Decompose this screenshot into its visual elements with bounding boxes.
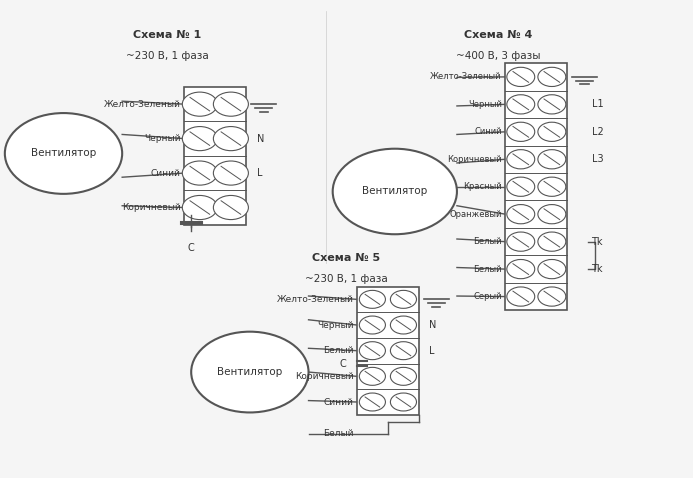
Text: C: C (340, 358, 346, 369)
Text: Белый: Белый (323, 346, 353, 355)
Text: N: N (430, 320, 437, 330)
Text: Коричневый: Коричневый (122, 203, 181, 212)
Text: L: L (257, 168, 262, 178)
Circle shape (507, 67, 535, 87)
Circle shape (538, 150, 565, 169)
Text: Белый: Белый (323, 429, 353, 438)
Text: Вентилятор: Вентилятор (31, 149, 96, 159)
Circle shape (538, 287, 565, 306)
Circle shape (390, 368, 416, 385)
Circle shape (333, 149, 457, 234)
Text: ~400 В, 3 фазы: ~400 В, 3 фазы (456, 51, 541, 61)
Circle shape (191, 332, 308, 413)
Circle shape (182, 92, 218, 116)
Text: L1: L1 (592, 99, 603, 109)
Circle shape (182, 127, 218, 151)
Text: Tk: Tk (592, 264, 603, 274)
Text: Серый: Серый (473, 292, 502, 301)
Circle shape (390, 342, 416, 359)
Bar (184, 87, 247, 225)
Text: L3: L3 (592, 154, 603, 164)
Circle shape (507, 260, 535, 279)
Circle shape (390, 393, 416, 411)
Circle shape (538, 232, 565, 251)
Circle shape (360, 393, 385, 411)
Text: Вентилятор: Вентилятор (217, 367, 283, 377)
Text: ~230 В, 1 фаза: ~230 В, 1 фаза (305, 274, 388, 284)
Text: Желто-Зеленый: Желто-Зеленый (430, 72, 502, 81)
Text: Синий: Синий (151, 169, 181, 177)
Text: Схема № 4: Схема № 4 (464, 30, 532, 40)
Text: Черный: Черный (317, 321, 353, 329)
Circle shape (360, 290, 385, 308)
Circle shape (538, 177, 565, 196)
Circle shape (507, 205, 535, 224)
Circle shape (213, 196, 248, 219)
Circle shape (390, 316, 416, 334)
Circle shape (538, 260, 565, 279)
Circle shape (538, 205, 565, 224)
Circle shape (507, 150, 535, 169)
Text: Черный: Черный (468, 100, 502, 109)
Text: Желто-Зеленый: Желто-Зеленый (277, 295, 353, 304)
Text: Белый: Белый (473, 237, 502, 246)
Bar (505, 63, 568, 310)
Text: Оранжевый: Оранжевый (450, 210, 502, 218)
Circle shape (213, 161, 248, 185)
Circle shape (360, 368, 385, 385)
Circle shape (182, 161, 218, 185)
Text: L: L (430, 346, 435, 356)
Bar (357, 286, 419, 415)
Circle shape (5, 113, 122, 194)
Text: Схема № 1: Схема № 1 (133, 30, 201, 40)
Text: Tk: Tk (592, 237, 603, 247)
Text: L2: L2 (592, 127, 604, 137)
Text: Желто-Зеленый: Желто-Зеленый (104, 99, 181, 109)
Text: N: N (257, 134, 264, 143)
Text: Красный: Красный (463, 182, 502, 191)
Circle shape (507, 95, 535, 114)
Circle shape (182, 196, 218, 219)
Circle shape (507, 287, 535, 306)
Text: Черный: Черный (144, 134, 181, 143)
Circle shape (538, 95, 565, 114)
Text: Вентилятор: Вентилятор (362, 186, 428, 196)
Circle shape (213, 127, 248, 151)
Text: Синий: Синий (324, 398, 353, 406)
Text: Коричневый: Коричневый (447, 155, 502, 164)
Circle shape (360, 316, 385, 334)
Circle shape (360, 342, 385, 359)
Text: Коричневый: Коричневый (295, 372, 353, 381)
Circle shape (507, 232, 535, 251)
Circle shape (213, 92, 248, 116)
Text: Схема № 5: Схема № 5 (313, 253, 380, 263)
Circle shape (507, 177, 535, 196)
Circle shape (507, 122, 535, 141)
Circle shape (390, 290, 416, 308)
Text: ~230 В, 1 фаза: ~230 В, 1 фаза (125, 51, 209, 61)
Text: C: C (188, 243, 195, 253)
Text: Синий: Синий (474, 127, 502, 136)
Circle shape (538, 67, 565, 87)
Circle shape (538, 122, 565, 141)
Text: Белый: Белый (473, 265, 502, 273)
